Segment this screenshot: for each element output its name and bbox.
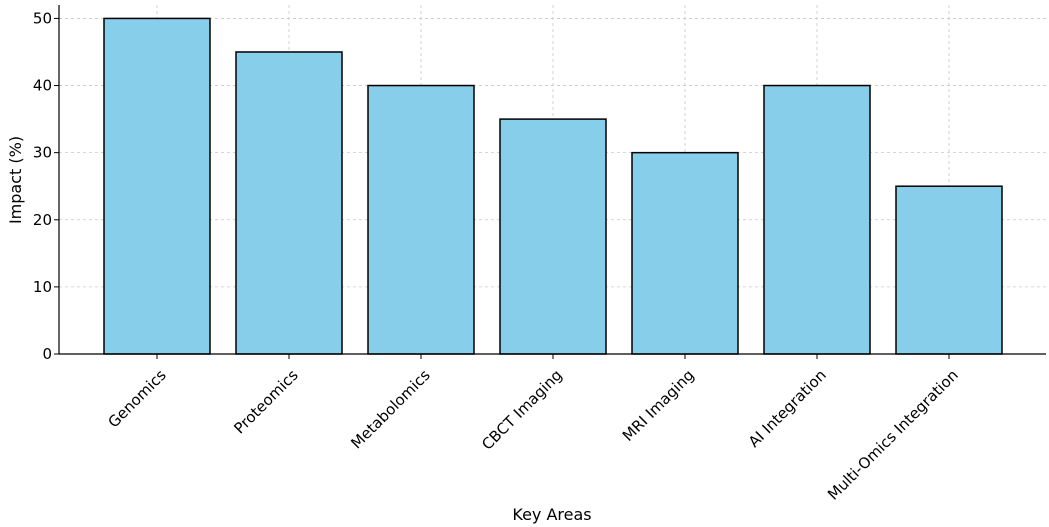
bar [895, 185, 1003, 355]
y-ticks: 0 10 20 30 40 50 [33, 9, 59, 363]
x-tick-label: Genomics [104, 366, 169, 431]
bars [103, 17, 1003, 355]
y-tick-label: 50 [33, 9, 52, 27]
y-tick-label: 30 [33, 144, 52, 162]
bar [367, 84, 475, 355]
x-tick-label: AI Integration [745, 366, 830, 451]
bar [235, 51, 343, 355]
x-tick-label: Multi-Omics Integration [824, 366, 962, 504]
y-tick-label: 40 [33, 77, 52, 95]
x-axis-title: Key Areas [512, 505, 591, 524]
bar [103, 17, 211, 355]
x-ticks: Genomics Proteomics Metabolomics CBCT Imagi… [104, 354, 962, 504]
x-tick-label: Metabolomics [347, 366, 433, 452]
x-tick-label: MRI Imaging [619, 366, 698, 445]
y-tick-label: 10 [33, 278, 52, 296]
bar [631, 151, 739, 355]
y-tick-label: 0 [42, 345, 52, 363]
y-tick-label: 20 [33, 211, 52, 229]
bar [763, 84, 871, 355]
bar [499, 118, 607, 355]
x-tick-label: CBCT Imaging [478, 366, 566, 454]
y-axis-title: Impact (%) [6, 136, 25, 224]
x-tick-label: Proteomics [230, 366, 301, 437]
